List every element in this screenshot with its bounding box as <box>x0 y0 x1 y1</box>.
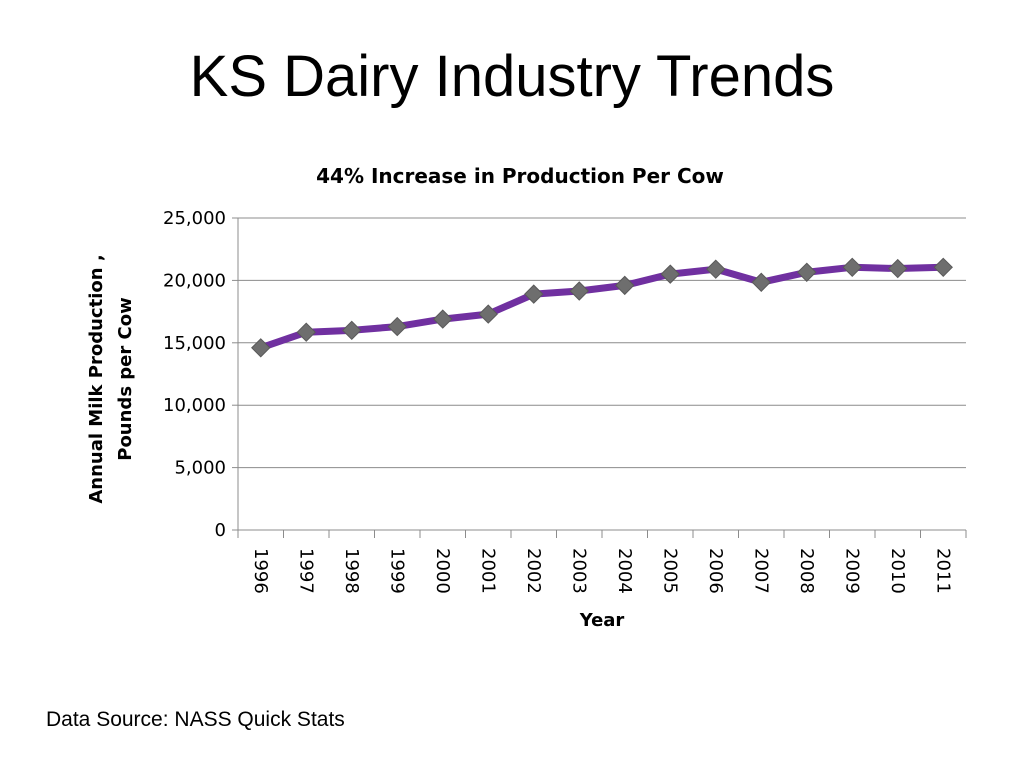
data-point-marker <box>251 338 271 358</box>
data-point-marker <box>751 272 771 292</box>
x-tick-label: 2003 <box>568 548 589 594</box>
y-axis-title-line: Pounds per Cow <box>115 297 136 461</box>
data-point-marker <box>797 262 817 282</box>
x-tick-label: 2010 <box>887 548 908 594</box>
x-tick-label: 2001 <box>477 548 498 594</box>
data-point-marker <box>660 264 680 284</box>
x-tick-label: 2007 <box>750 548 771 594</box>
chart-title: 44% Increase in Production Per Cow <box>316 164 724 188</box>
milk-production-chart: 44% Increase in Production Per Cow 0 5,00… <box>86 164 967 631</box>
data-point-marker <box>342 320 362 341</box>
y-tick-label: 20,000 <box>163 270 226 291</box>
x-tick-label: 2005 <box>659 548 680 594</box>
x-tick-label: 2008 <box>796 548 817 594</box>
data-point-marker <box>569 281 589 301</box>
data-source-note: Data Source: NASS Quick Stats <box>46 708 345 731</box>
x-tick-label: 1998 <box>341 548 362 594</box>
data-point-marker <box>933 257 953 278</box>
y-tick-label: 25,000 <box>163 208 226 229</box>
x-axis-title: Year <box>579 610 625 631</box>
data-point-marker <box>387 316 407 337</box>
data-point-marker <box>842 257 862 278</box>
data-point-marker <box>888 258 908 279</box>
y-axis-title: Annual Milk Production , Pounds per Cow <box>86 254 136 503</box>
data-point-marker <box>296 322 316 342</box>
y-tick-label: 10,000 <box>163 395 226 416</box>
data-point-marker <box>478 304 498 324</box>
series-line <box>257 263 947 352</box>
y-tick-label: 0 <box>215 520 226 541</box>
x-tick-label: 2004 <box>614 548 635 594</box>
series-layer <box>251 257 953 358</box>
axes <box>232 217 967 538</box>
y-tick-label: 15,000 <box>163 333 226 354</box>
x-tick-label: 2006 <box>705 548 726 594</box>
x-tick-label: 1996 <box>250 548 271 594</box>
slide-title: KS Dairy Industry Trends <box>189 44 835 109</box>
y-tick-label: 5,000 <box>174 458 226 479</box>
x-tick-label: 2000 <box>432 548 453 594</box>
x-tick-label: 2009 <box>841 548 862 594</box>
x-tick-label: 1999 <box>386 548 407 594</box>
y-axis-title-line: Annual Milk Production , <box>86 254 107 503</box>
data-point-marker <box>706 259 726 279</box>
x-tick-label: 2011 <box>932 548 953 594</box>
data-point-marker <box>524 284 544 304</box>
gridlines <box>238 217 966 469</box>
y-tick-labels: 0 5,000 10,000 15,000 20,000 25,000 <box>163 208 226 541</box>
x-tick-label: 1997 <box>295 548 316 594</box>
x-tick-labels: 1996 1997 1998 1999 2000 2001 2002 2003 2004 2005… <box>250 548 954 594</box>
data-point-marker <box>433 309 453 329</box>
x-tick-label: 2002 <box>523 548 544 594</box>
data-point-marker <box>615 275 635 296</box>
